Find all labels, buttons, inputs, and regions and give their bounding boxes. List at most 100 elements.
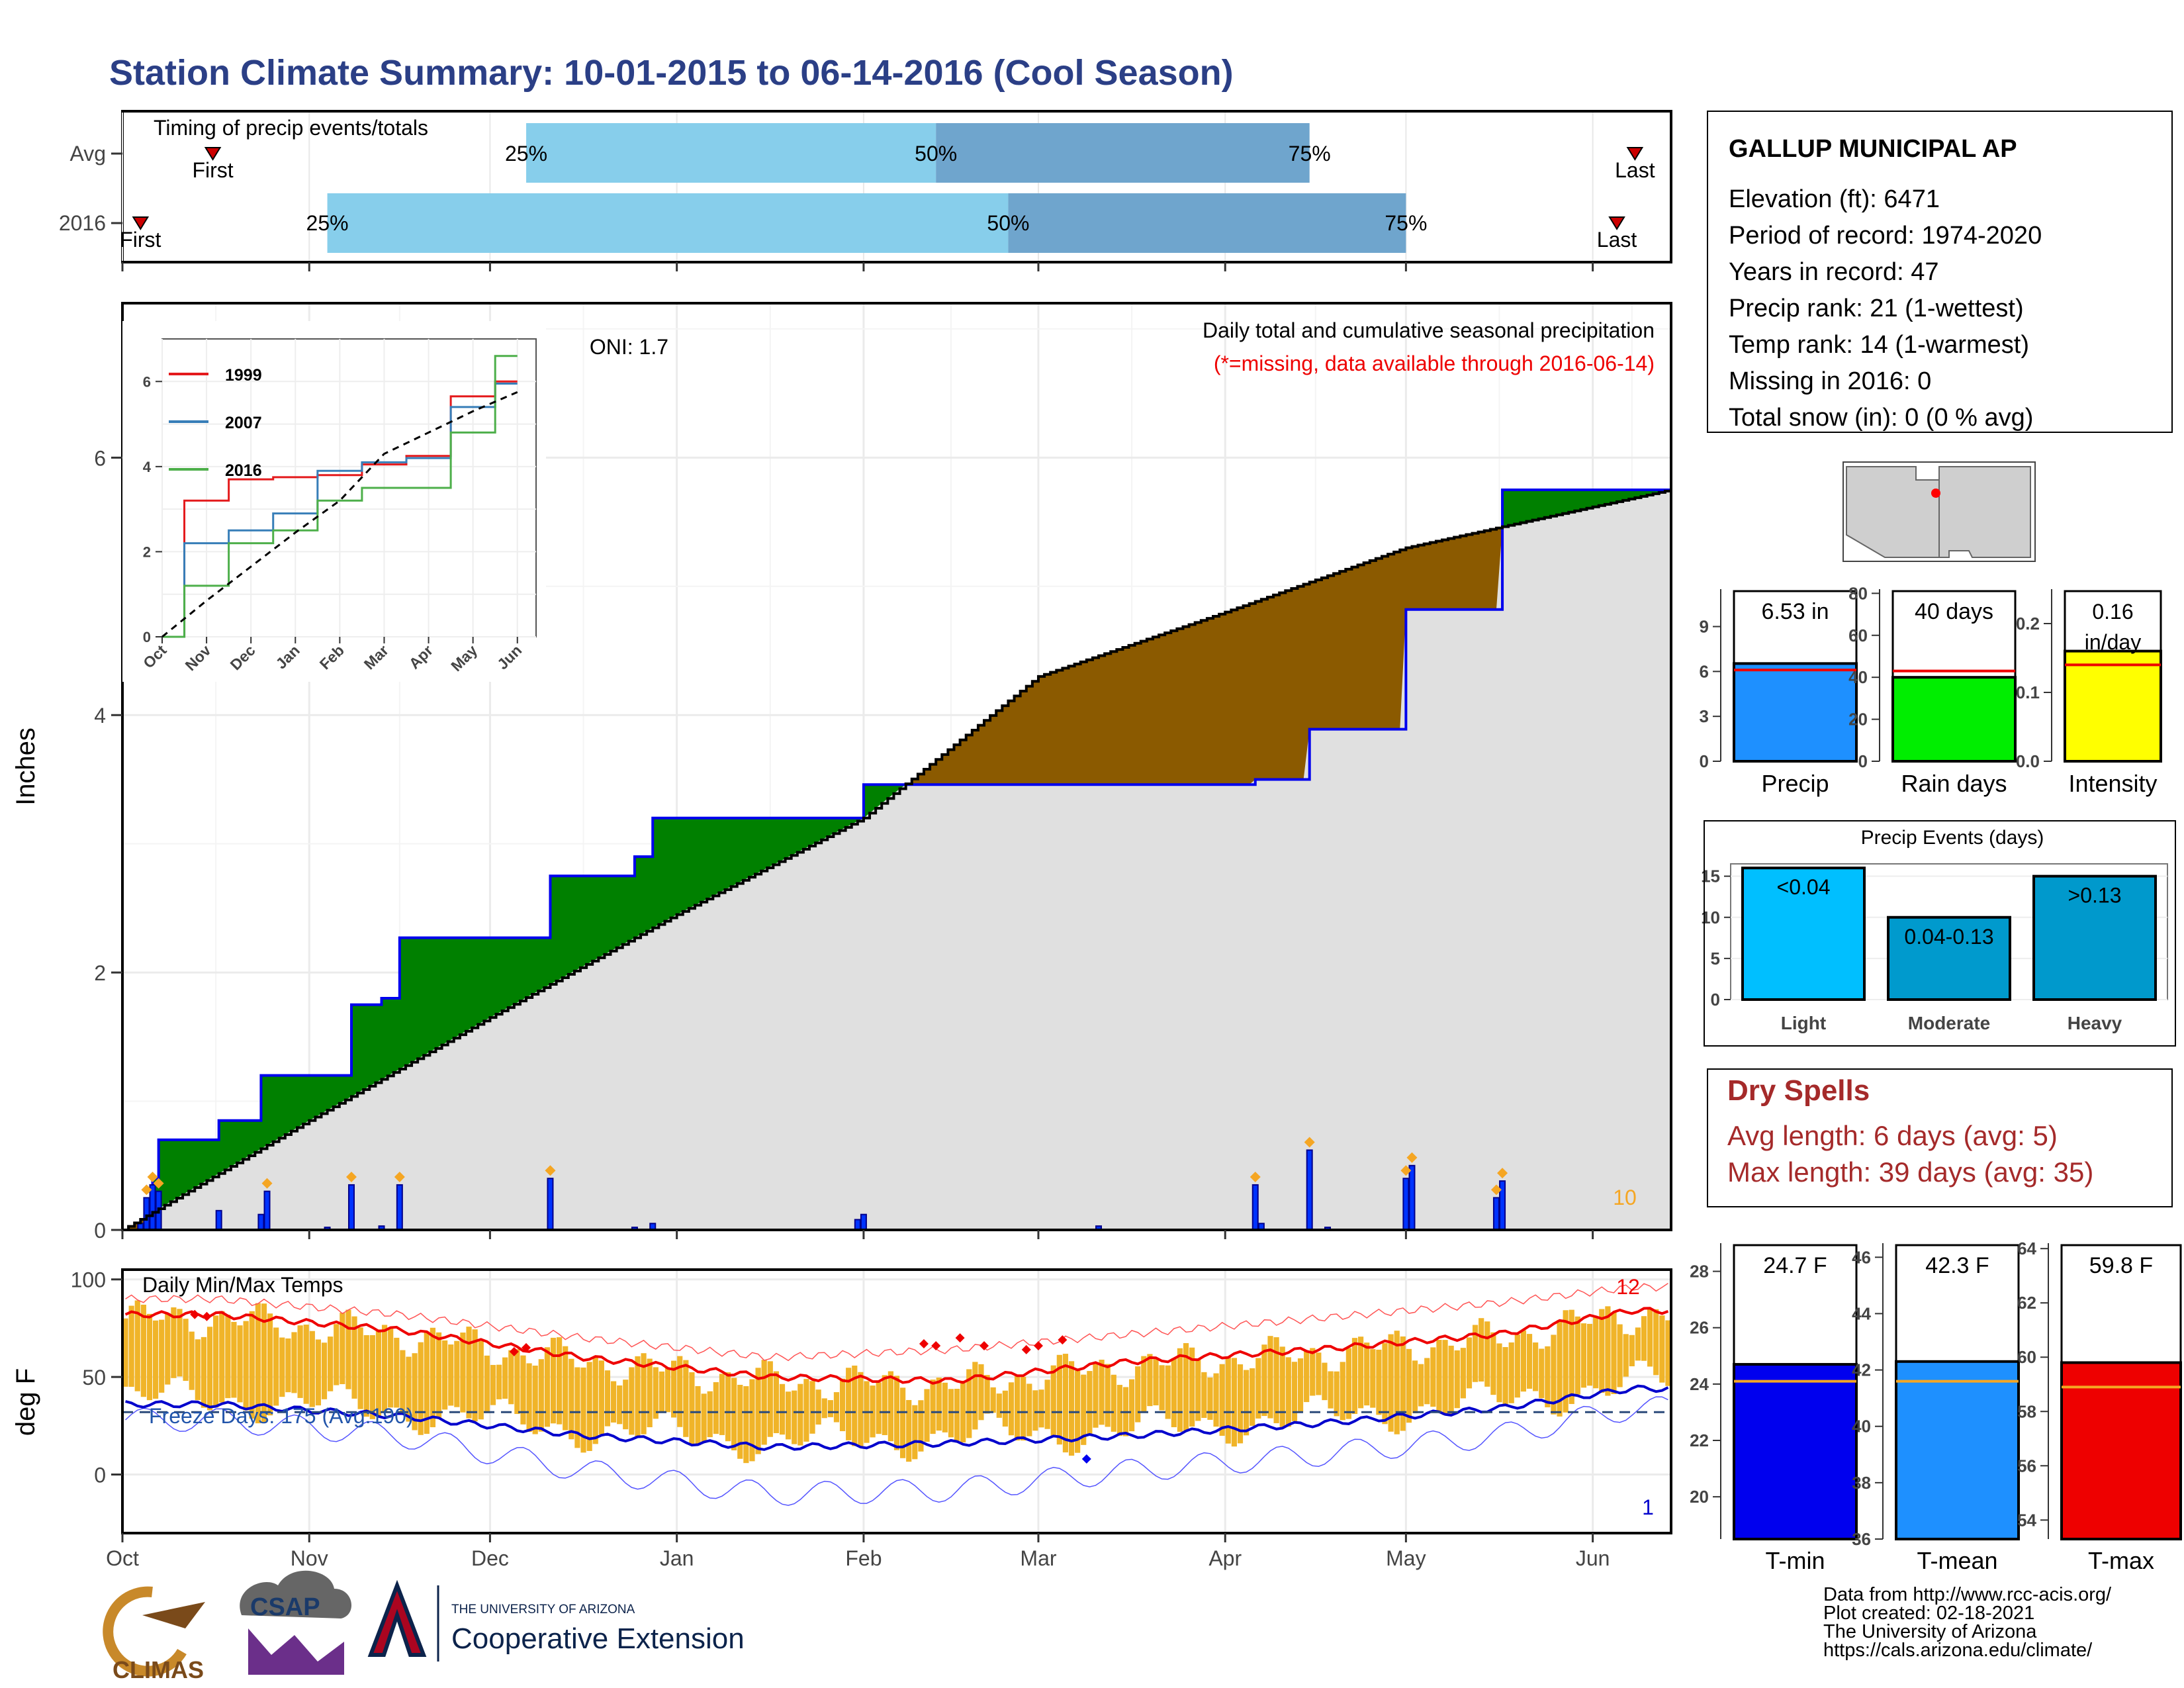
small-chart-category-label: T-min [1766, 1547, 1825, 1574]
avg-75pct-label: 75% [1289, 142, 1331, 165]
small-chart-value-label: 6.53 in [1761, 599, 1829, 624]
daily-temp-bar [1436, 1339, 1442, 1412]
timing-row-label-2016: 2016 [59, 211, 106, 235]
daily-temp-bar [406, 1356, 412, 1422]
daily-temp-bar [520, 1355, 526, 1425]
daily-temp-bar [833, 1392, 840, 1423]
daily-temp-bar [701, 1393, 707, 1442]
daily-temp-bar [1334, 1371, 1340, 1417]
daily-temp-bar [388, 1327, 394, 1408]
daily-temp-bar [1291, 1362, 1298, 1421]
daily-temp-bar [653, 1367, 659, 1419]
daily-precip-bar [149, 1184, 156, 1231]
inset-plot-area [161, 338, 537, 637]
small-chart-value-label-unit: in/day [2085, 630, 2141, 654]
inset-series-line [161, 391, 518, 638]
small-chart-tick-label: 6 [1700, 661, 1709, 681]
daily-precip-bar [143, 1197, 150, 1231]
precip-y-tick-label: 0 [94, 1219, 106, 1243]
precip-event-marker [1497, 1168, 1508, 1179]
small-chart-tick-label: 28 [1690, 1262, 1709, 1282]
daily-temp-bar [1533, 1342, 1539, 1391]
timing-panel: Timing of precip events/totals Avg 2016 … [59, 110, 1672, 263]
events-category-label: Moderate [1908, 1013, 1990, 1033]
y2016-last-label: Last [1597, 228, 1637, 252]
daily-temp-bar [755, 1368, 761, 1454]
daily-temp-bar [134, 1300, 140, 1391]
small-chart-bar [1891, 676, 2017, 763]
daily-temp-bar [677, 1356, 683, 1427]
credits: Data from http://www.rcc-acis.org/ Plot … [1823, 1584, 2112, 1661]
daily-temp-bar [1237, 1364, 1244, 1444]
precip-y-tick-label: 2 [94, 961, 106, 985]
daily-temp-bar [610, 1381, 617, 1423]
daily-temp-bar [617, 1385, 623, 1425]
daily-temp-bar [1472, 1325, 1479, 1382]
daily-temp-bar [942, 1382, 948, 1432]
daily-temp-bar [924, 1389, 930, 1442]
small-chart-tick-label: 44 [1852, 1303, 1871, 1323]
legend-label-1999: 1999 [225, 366, 262, 385]
daily-temp-bar [1207, 1377, 1213, 1420]
daily-temp-bar [954, 1389, 960, 1442]
csap-mountains [248, 1628, 344, 1675]
daily-temp-bar [1038, 1389, 1044, 1428]
daily-temp-bar [1539, 1348, 1545, 1399]
record-high-marker [190, 1309, 200, 1319]
temp-y-axis: 0 50 100 [71, 1268, 122, 1487]
station-location-marker [1931, 489, 1940, 498]
daily-temp-bar [442, 1340, 448, 1410]
daily-temp-bar [1328, 1371, 1334, 1409]
daily-temp-bar [146, 1313, 153, 1401]
daily-temp-bar [400, 1350, 406, 1413]
daily-temp-bar [695, 1385, 701, 1446]
daily-temp-bar [557, 1337, 563, 1425]
small-chart-tick-label: 40 [1848, 667, 1868, 687]
daily-temp-bar [918, 1400, 924, 1452]
daily-temp-bar [1520, 1330, 1527, 1392]
small-chart-tick-label: 56 [2017, 1456, 2036, 1476]
avg-last-label: Last [1615, 158, 1655, 182]
record-high-marker [1033, 1340, 1043, 1350]
small-chart-tick-label: 0 [1700, 751, 1709, 771]
daily-temp-bar [713, 1382, 719, 1434]
daily-temp-bar [779, 1383, 786, 1435]
daily-temp-bar [1400, 1336, 1406, 1431]
station-info-box: GALLUP MUNICIPAL AP Elevation (ft): 6471… [1707, 111, 2173, 433]
daily-temp-bar [1129, 1379, 1135, 1432]
daily-temp-bar [1285, 1357, 1291, 1427]
daily-temp-bar [990, 1387, 996, 1413]
daily-temp-bar [345, 1309, 351, 1389]
month-label: Feb [845, 1546, 882, 1570]
station-name: GALLUP MUNICIPAL AP [1729, 135, 2017, 163]
daily-temp-bar [1189, 1347, 1195, 1427]
daily-temp-bar [1267, 1336, 1273, 1419]
precip-y-axis-label: Inches [11, 727, 40, 806]
daily-temp-bar [598, 1360, 604, 1434]
daily-temp-bar [1508, 1342, 1514, 1403]
avg-last-marker [1626, 147, 1644, 161]
station-elevation: Elevation (ft): 6471 [1729, 185, 1940, 213]
daily-temp-bar [1479, 1318, 1484, 1382]
events-tick-label: 0 [1711, 990, 1720, 1009]
daily-temp-bar [767, 1361, 773, 1437]
average-cumulative-step [122, 489, 1671, 1231]
daily-temp-bar [550, 1337, 557, 1424]
temp-y-tick-label: 0 [94, 1464, 106, 1487]
daily-temp-bar [1297, 1358, 1304, 1412]
daily-temp-bar [1062, 1354, 1069, 1453]
events-frame [1704, 820, 2176, 1047]
daily-temp-bar [1201, 1372, 1207, 1418]
daily-temp-bar [1466, 1337, 1473, 1389]
avg-min-line [125, 1384, 1669, 1451]
daily-temp-bar [1183, 1342, 1189, 1432]
station-missing: Missing in 2016: 0 [1729, 367, 1931, 395]
daily-temp-bar [291, 1332, 297, 1393]
daily-temp-bar [984, 1375, 990, 1414]
daily-precip-bar [1492, 1197, 1500, 1231]
daily-temp-bar [1635, 1327, 1641, 1361]
daily-temp-bar [1502, 1346, 1508, 1405]
record-min-count: 1 [1642, 1495, 1654, 1519]
